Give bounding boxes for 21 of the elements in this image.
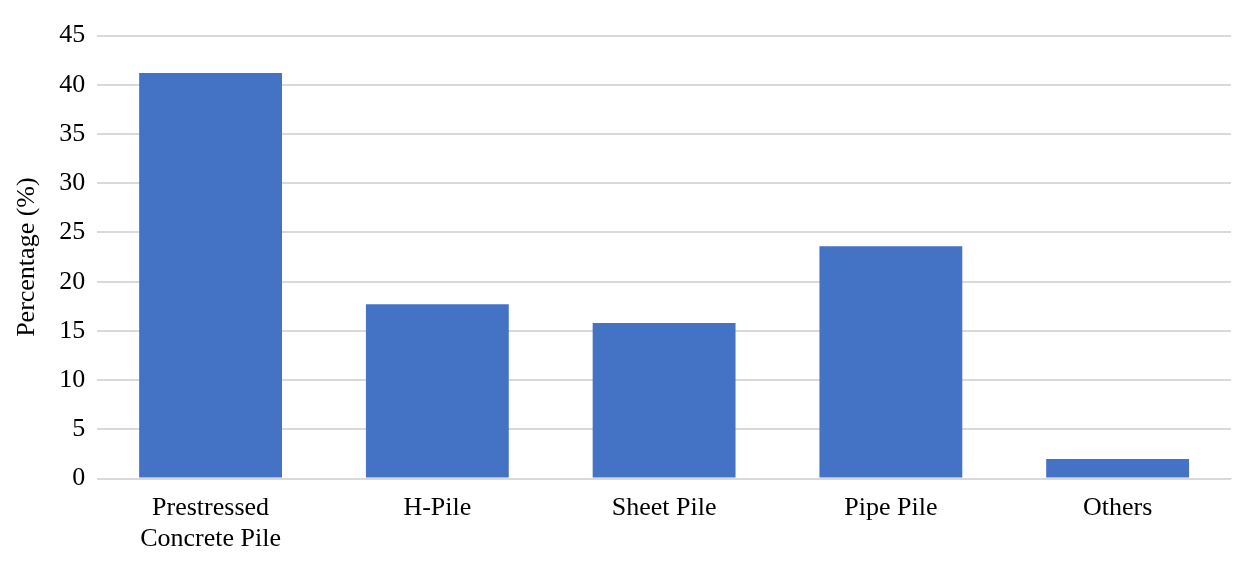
bar <box>1046 458 1190 478</box>
y-tick-label: 20 <box>59 265 86 295</box>
y-tick-label: 40 <box>59 68 86 98</box>
bar <box>139 73 283 478</box>
x-tick-label: Others <box>1082 492 1153 522</box>
x-tick-label: Pipe Pile <box>844 492 938 522</box>
y-tick-label: 0 <box>72 462 86 492</box>
x-tick-label: Sheet Pile <box>611 492 717 522</box>
y-tick-label: 15 <box>59 314 86 344</box>
x-tick-label: H-Pile <box>403 492 472 522</box>
y-tick-label: 10 <box>59 363 86 393</box>
y-tick-label: 45 <box>59 19 86 49</box>
y-tick-label: 35 <box>59 117 86 147</box>
y-tick-label: 25 <box>59 216 86 246</box>
y-tick-label: 30 <box>59 167 86 197</box>
bar <box>819 246 963 478</box>
x-tick-label: Prestressed Concrete Pile <box>140 492 281 553</box>
y-tick-label: 5 <box>72 413 86 443</box>
bar <box>592 323 736 478</box>
bar <box>365 304 509 478</box>
y-axis-title: Percentage (%) <box>11 177 41 337</box>
